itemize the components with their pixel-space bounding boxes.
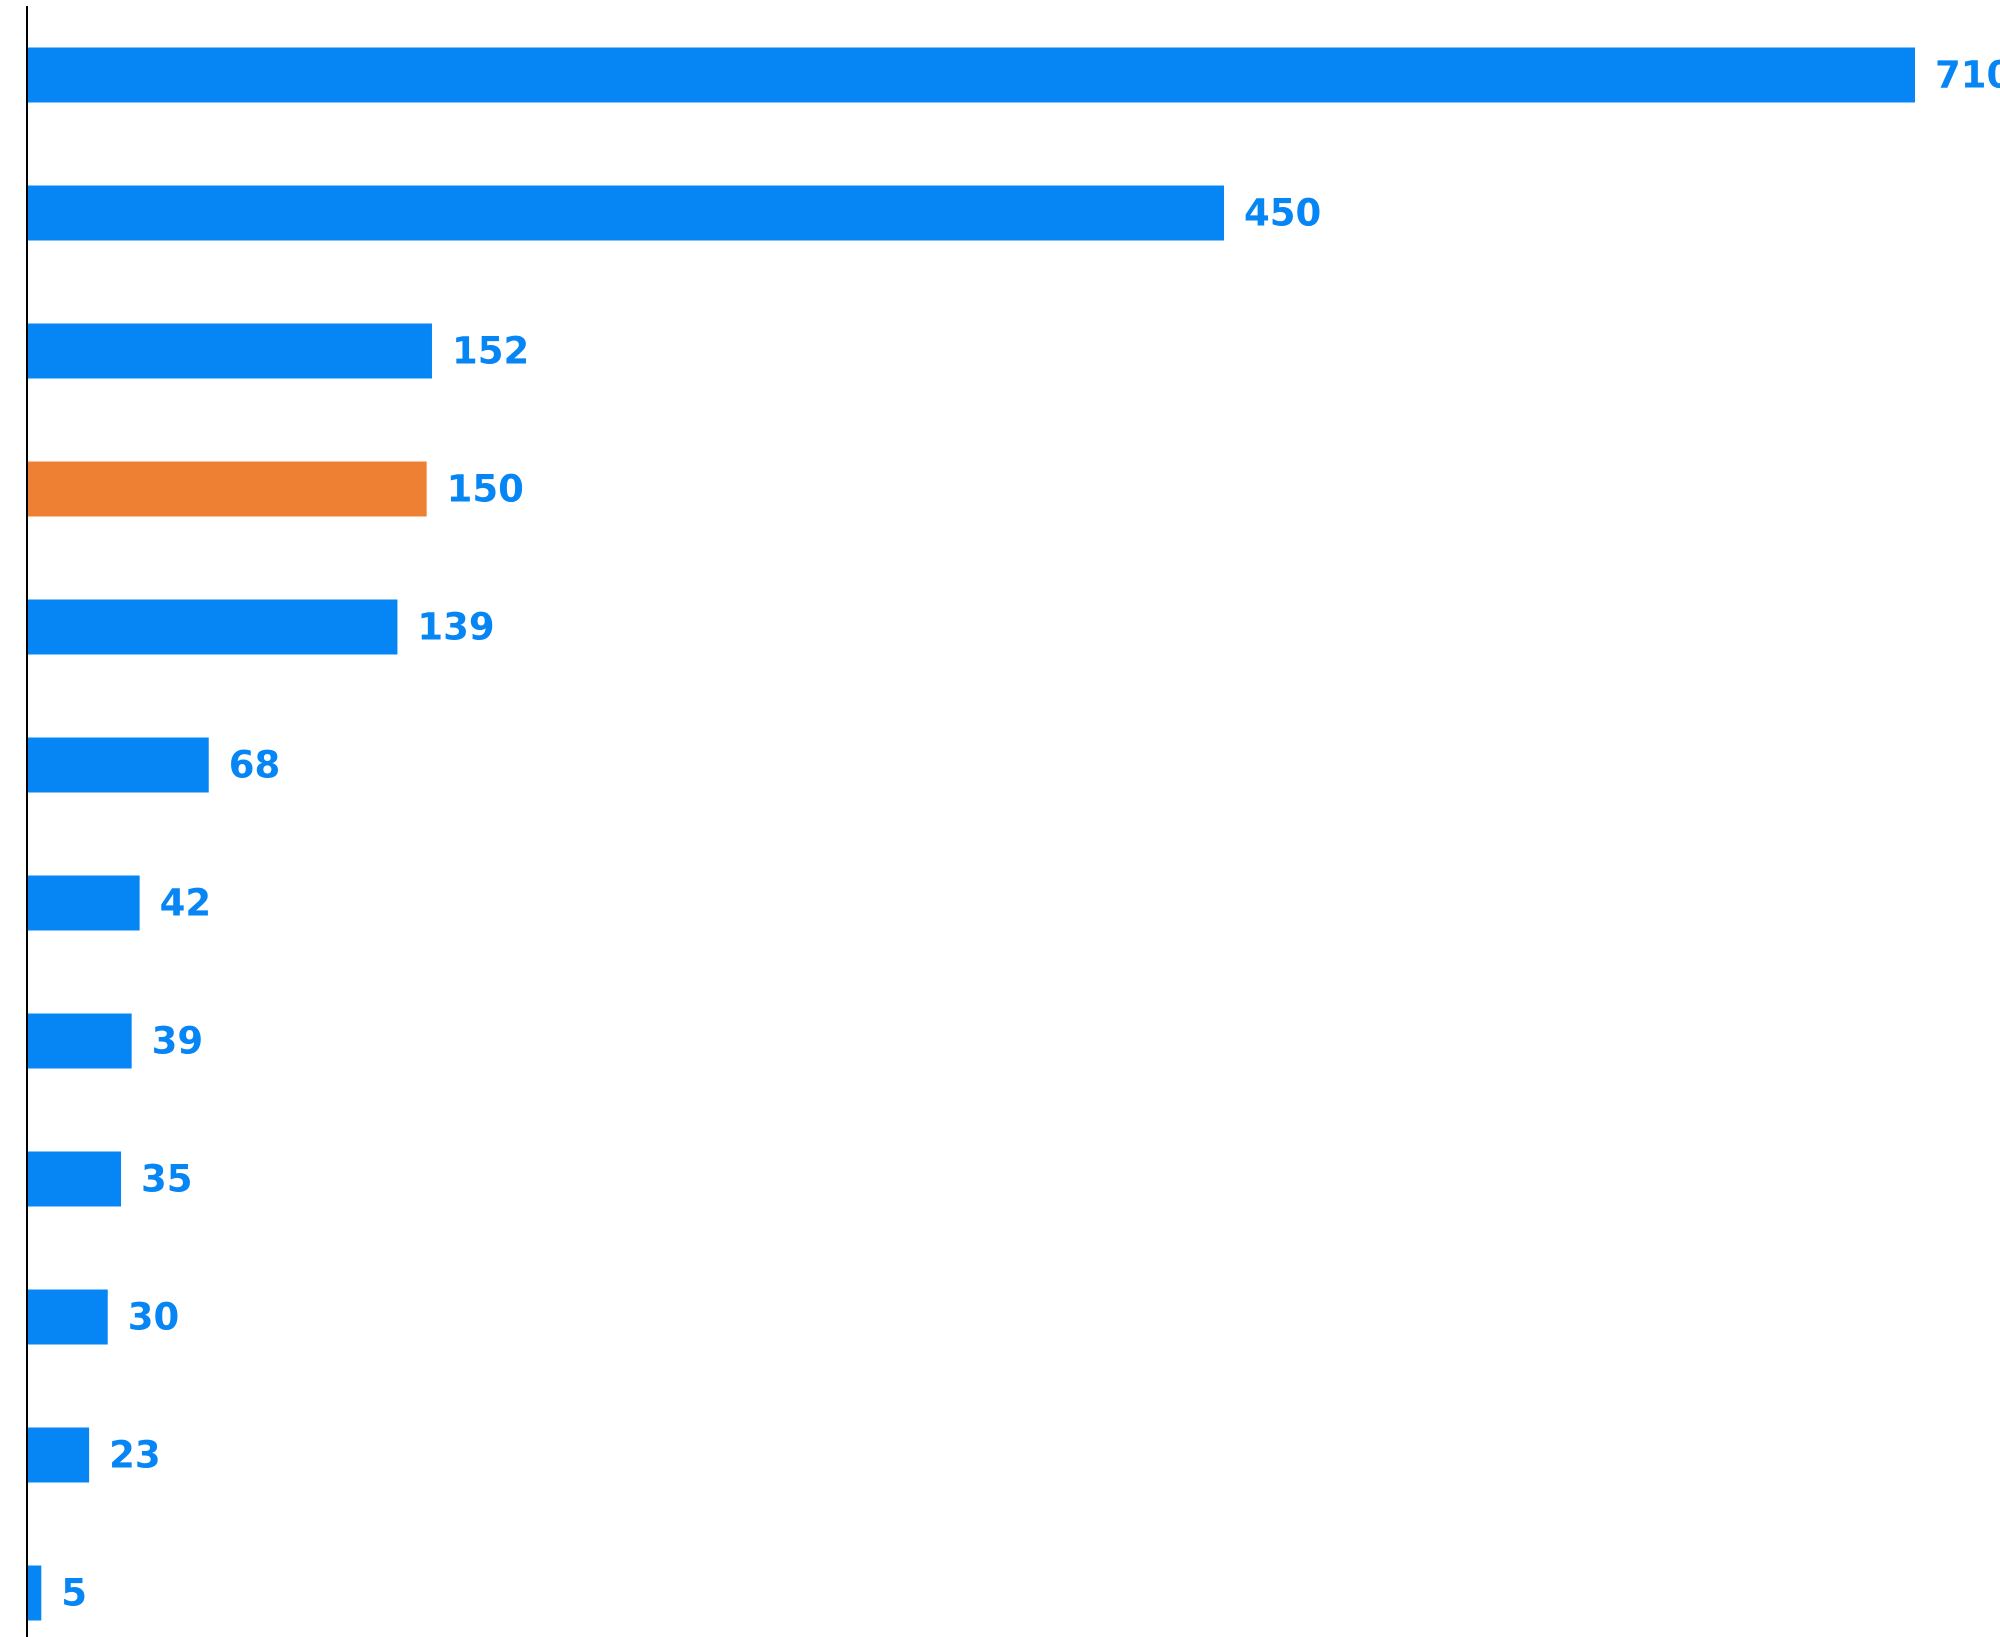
bar-value-label: 450 [1244,192,1321,235]
bar [28,875,140,931]
value-labels-group: 710 450 152 150 139 68 42 39 35 30 23 5 [61,54,2000,1615]
bar [28,1289,108,1345]
bar [28,323,432,379]
bar-highlighted [28,461,427,517]
bar-value-label: 42 [160,882,212,925]
bar [28,1151,122,1207]
bar [28,1565,42,1621]
bar-value-label: 139 [417,606,494,649]
bar-value-label: 68 [229,744,280,787]
bar-value-label: 710 [1935,54,2000,97]
bar-value-label: 150 [447,468,524,511]
bar [28,47,1915,103]
bar-value-label: 35 [141,1158,193,1201]
bar-value-label: 30 [128,1296,180,1339]
bar [28,1013,132,1069]
bar-value-label: 23 [109,1434,161,1477]
bar [28,599,398,655]
bar [28,185,1224,241]
bar-value-label: 39 [152,1020,204,1063]
bar [28,1427,90,1483]
bar-value-label: 5 [61,1572,87,1615]
bars-group [28,47,1915,1621]
bar-value-label: 152 [452,330,529,373]
bar [28,737,209,793]
